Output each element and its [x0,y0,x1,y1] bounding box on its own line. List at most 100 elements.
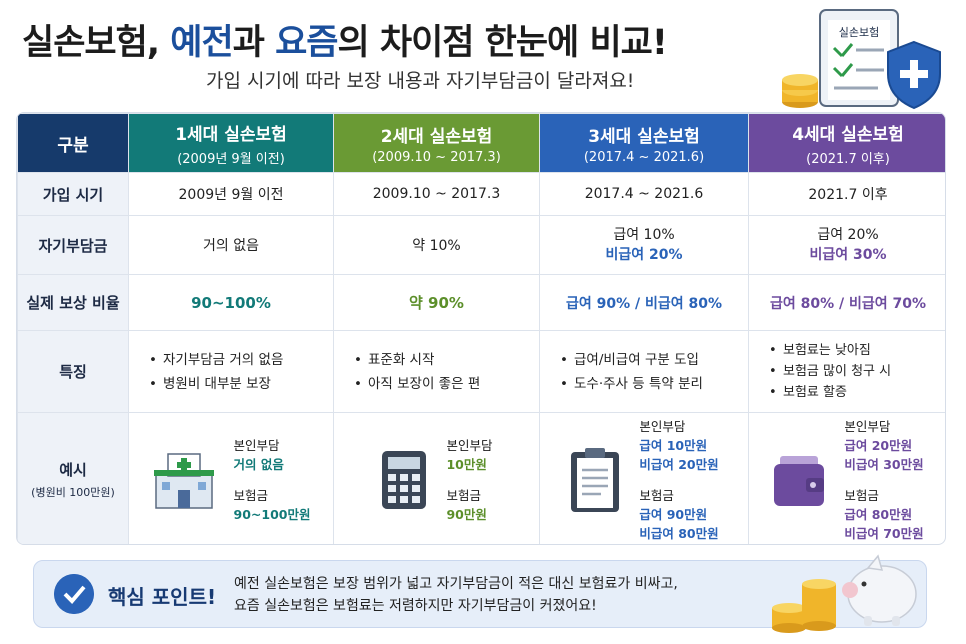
ratio-gen1: 90~100% [128,274,334,331]
example-gen3-ins-noncovered: 비급여 80만원 [639,525,719,541]
join-gen3: 2017.4 ~ 2021.6 [539,172,749,216]
example-gen3-self-noncovered: 비급여 20만원 [639,456,719,472]
example-gen3-self-label: 본인부담 [639,418,686,434]
join-gen2: 2009.10 ~ 2017.3 [333,172,540,216]
features-gen3: 급여/비급여 구분 도입도수·주사 등 특약 분리 [539,330,749,413]
row-label-features: 특징 [17,330,129,413]
example-gen4-self-label: 본인부담 [844,418,891,434]
shield-icon [887,40,941,110]
key-point-text: 예전 실손보험은 보장 범위가 넓고 자기부담금이 적은 대신 보험료가 비싸고… [234,573,678,617]
corner-header: 구분 [17,113,129,173]
gen1-name: 1세대 실손보험 [175,124,287,145]
coin-stack-icon [782,74,818,108]
gen1-header: 1세대 실손보험 (2009년 9월 이전) [128,113,334,173]
example-gen3-ins-covered: 급여 90만원 [639,506,708,522]
example-gen4-ins-label: 보험금 [844,487,879,503]
badge-label: 실손보험 [839,26,879,39]
title-part: 의 차이점 한눈에 비교! [337,23,667,63]
deductible-gen3-noncovered: 비급여 20% [605,247,683,263]
feature-item: 급여/비급여 구분 도입 [560,348,748,372]
example-gen4-self-covered: 급여 20만원 [844,437,913,453]
example-gen1-self-value: 거의 없음 [233,456,284,472]
example-gen3-ins-label: 보험금 [639,487,674,503]
features-row: 특징 자기부담금 거의 없음병원비 대부분 보장 표준화 시작아직 보장이 좋은… [17,330,945,413]
example-gen1-ins-label: 보험금 [233,487,269,503]
deductible-row: 자기부담금 거의 없음 약 10% 급여 10% 비급여 20% 급여 20% 비급… [17,215,945,275]
feature-item: 아직 보장이 좋은 편 [354,372,539,396]
deductible-gen3-covered: 급여 10% [613,227,675,243]
example-gen3-self-covered: 급여 10만원 [639,437,708,453]
feature-item: 도수·주사 등 특약 분리 [560,372,748,396]
row-label-join: 가입 시기 [17,172,129,216]
example-gen2-ins-value: 90만원 [446,506,487,522]
example-gen1: 본인부담 거의 없음 보험금 90~100만원 [128,412,334,544]
example-gen2: 본인부담 10만원 보험금 90만원 [333,412,540,544]
title-accent-now: 요즘 [275,23,338,63]
join-row: 가입 시기 2009년 9월 이전 2009.10 ~ 2017.3 2017.… [17,172,945,216]
check-circle-icon [54,574,94,614]
key-point-line: 예전 실손보험은 보장 범위가 넓고 자기부담금이 적은 대신 보험료가 비싸고… [234,576,678,592]
example-gen2-self-label: 본인부담 [446,437,493,453]
gen2-period: (2009.10 ~ 2017.3) [372,149,501,165]
join-gen4: 2021.7 이후 [748,172,945,216]
features-gen4: 보험료는 낮아짐보험금 많이 청구 시보험료 할증 [748,330,945,413]
example-gen2-self-value: 10만원 [446,456,487,472]
feature-item-continued: 보험료 할증 [769,382,945,403]
insurance-clipboard-illustration: 실손보험 [782,9,941,110]
ratio-gen2: 약 90% [333,274,540,331]
deductible-gen4-covered: 급여 20% [817,227,879,243]
row-label-ratio: 실제 보상 비율 [17,274,129,331]
hospital-icon [153,452,214,509]
key-point-line: 요즘 실손보험은 보험료는 저렴하지만 자기부담금이 커졌어요! [234,598,597,614]
page-title: 실손보험, 예전과 요즘의 차이점 한눈에 비교! [22,14,668,65]
feature-item: 표준화 시작 [354,348,539,372]
example-gen2-ins-label: 보험금 [446,487,481,503]
gen2-name: 2세대 실손보험 [380,126,493,147]
deductible-gen4: 급여 20% 비급여 30% [748,215,945,275]
example-sublabel: (병원비 100만원) [31,486,115,499]
ratio-gen4: 급여 80% / 비급여 70% [748,274,945,331]
gen4-period: (2021.7 이후) [806,151,890,167]
example-gen4-ins-covered: 급여 80만원 [844,506,913,522]
title-part: 실손보험, [22,23,171,63]
clipboard-icon [819,9,899,107]
example-gen3: 본인부담 급여 10만원 비급여 20만원 보험금 급여 90만원 비급여 80… [539,412,749,544]
gen3-header: 3세대 실손보험 (2017.4 ~ 2021.6) [539,113,749,173]
gen3-name: 3세대 실손보험 [588,126,700,147]
example-gen4-ins-noncovered: 비급여 70만원 [844,525,924,541]
ratio-gen3: 급여 90% / 비급여 80% [539,274,749,331]
coin-stack-icon [772,579,836,633]
row-label-deductible: 자기부담금 [17,215,129,275]
header-row: 구분 1세대 실손보험 (2009년 9월 이전) 2세대 실손보험 (2009.1… [17,113,945,173]
piggy-bank-icon [842,554,917,626]
gen2-header: 2세대 실손보험 (2009.10 ~ 2017.3) [333,113,540,173]
calculator-icon [382,450,427,509]
piggy-bank-coins-illustration [772,554,917,633]
gen1-period: (2009년 9월 이전) [177,151,285,167]
example-gen1-ins-value: 90~100만원 [233,506,311,522]
feature-item: 병원비 대부분 보장 [149,372,333,396]
join-gen1: 2009년 9월 이전 [128,172,334,216]
example-label: 예시 [59,461,87,479]
row-label-example: 예시 (병원비 100만원) [17,412,129,544]
example-gen4: 본인부담 급여 20만원 비급여 30만원 보험금 급여 80만원 비급여 70… [748,412,945,544]
comparison-table: 구분 1세대 실손보험 (2009년 9월 이전) 2세대 실손보험 (2009.1… [16,112,946,545]
clipboard-document-icon [571,447,620,512]
example-row: 예시 (병원비 100만원) 본인부담 거의 없음 보험금 [17,412,945,544]
title-accent-past: 예전 [170,23,233,63]
feature-item: 자기부담금 거의 없음 [149,348,333,372]
deductible-gen3: 급여 10% 비급여 20% [539,215,749,275]
page-subtitle: 가입 시기에 따라 보장 내용과 자기부담금이 달라져요! [206,70,635,92]
feature-item: 보험금 많이 청구 시 [769,361,945,382]
gen3-period: (2017.4 ~ 2021.6) [583,149,705,165]
gen4-name: 4세대 실손보험 [792,124,904,145]
example-gen1-self-label: 본인부담 [233,437,280,453]
ratio-row: 실제 보상 비율 90~100% 약 90% 급여 90% / 비급여 80% … [17,274,945,331]
key-point-title: 핵심 포인트! [108,585,217,609]
feature-item: 보험료는 낮아짐 [769,340,945,361]
deductible-gen1: 거의 없음 [128,215,334,275]
example-gen4-self-noncovered: 비급여 30만원 [844,456,924,472]
deductible-gen2: 약 10% [333,215,540,275]
features-gen1: 자기부담금 거의 없음병원비 대부분 보장 [128,330,334,413]
deductible-gen4-noncovered: 비급여 30% [809,247,887,263]
